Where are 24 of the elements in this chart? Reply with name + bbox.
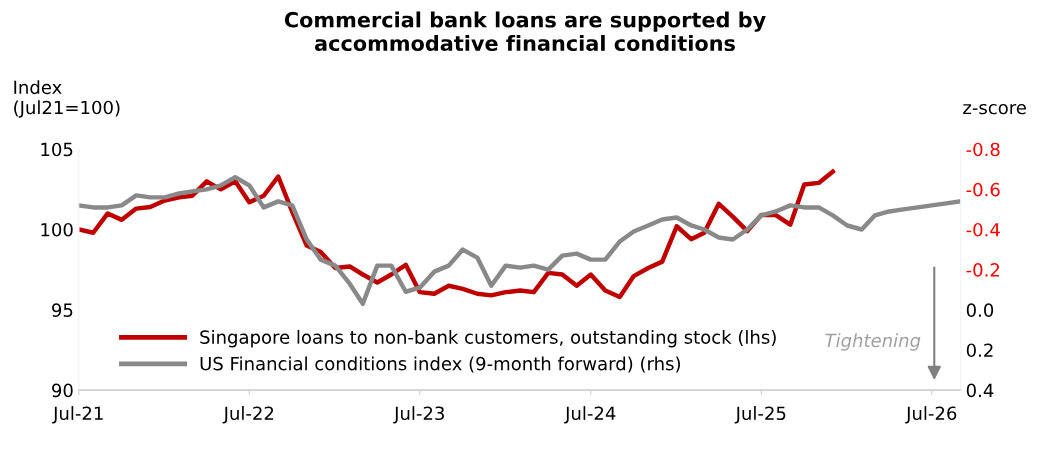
y2-tick-label: -0.8 [966, 142, 1000, 157]
y2-tick-label: 0.2 [966, 343, 993, 358]
y2-tick-label: -0.4 [966, 222, 1000, 237]
y-tick-label: 100 [41, 222, 73, 237]
x-tick-label: Jul-21 [52, 406, 103, 424]
y-tick-label: 105 [41, 142, 73, 157]
annotation: Tightening [825, 333, 921, 351]
y-tick-label: 95 [52, 303, 73, 317]
x-tick-label: Jul-25 [734, 406, 786, 424]
y2-tick-label: 0.4 [966, 383, 994, 398]
y2-tick-label: 0.0 [966, 303, 994, 317]
legend-label: Singapore loans to non-bank customers, outstanding stock (lhs) [200, 329, 776, 348]
y-tick-label: 90 [52, 383, 73, 398]
y-axis-title: Index (Jul21=100) [14, 80, 120, 118]
x-tick-label: Jul-23 [393, 406, 444, 424]
chart-title: Commercial bank loans are supported by accommodative financial conditions [284, 11, 766, 52]
y2-tick-label: -0.2 [966, 263, 1000, 277]
line-series [78, 175, 961, 307]
x-tick-label: Jul-22 [222, 406, 274, 424]
x-tick-label: Jul-24 [564, 406, 616, 424]
y2-tick-label: -0.6 [966, 182, 1000, 197]
x-tick-label: Jul-26 [905, 406, 957, 424]
legend-label: US Financial conditions index (9-month forward) (rhs) [200, 356, 680, 373]
y2-axis-title: z-score [963, 103, 1026, 115]
